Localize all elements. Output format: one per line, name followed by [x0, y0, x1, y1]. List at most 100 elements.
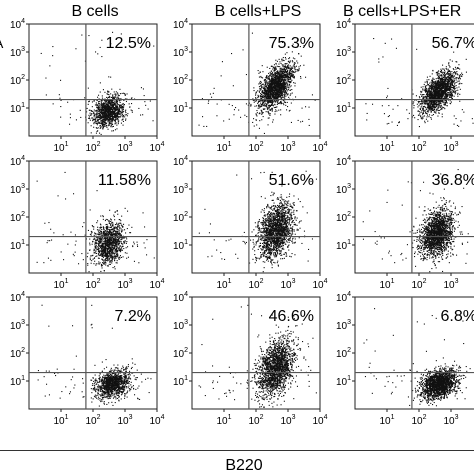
event-dot [276, 110, 278, 112]
event-dot [267, 110, 269, 112]
event-dot [264, 84, 266, 86]
outlier-dot [408, 112, 410, 114]
outlier-dot [231, 53, 233, 55]
event-dot [280, 94, 282, 96]
event-dot [290, 73, 292, 75]
event-dot [429, 101, 431, 103]
event-dot [94, 238, 96, 240]
event-dot [286, 94, 288, 96]
event-dot [280, 97, 282, 99]
outlier-dot [381, 105, 383, 107]
event-dot [432, 94, 434, 96]
event-dot [285, 83, 287, 85]
outlier-dot [432, 114, 434, 116]
event-dot [272, 101, 274, 103]
outlier-dot [378, 61, 380, 63]
event-dot [118, 113, 120, 115]
event-dot [422, 117, 424, 119]
event-dot [426, 81, 428, 83]
event-dot [439, 106, 441, 108]
event-dot [277, 93, 279, 95]
event-dot [101, 110, 103, 112]
outlier-dot [49, 65, 51, 67]
event-dot [261, 98, 263, 100]
event-dot [288, 81, 290, 83]
event-dot [107, 128, 109, 130]
event-dot [294, 66, 296, 68]
outlier-dot [453, 123, 455, 125]
event-dot [293, 65, 295, 67]
event-dot [438, 103, 440, 105]
event-dot [272, 89, 274, 91]
event-dot [280, 90, 282, 92]
event-dot [116, 106, 118, 108]
event-dot [434, 86, 436, 88]
event-dot [109, 117, 111, 119]
event-dot [440, 96, 442, 98]
event-dot [446, 97, 448, 99]
y-tick-label: 101 [173, 102, 188, 115]
outlier-dot [206, 125, 208, 127]
event-dot [92, 112, 94, 114]
event-dot [419, 109, 421, 111]
outlier-dot [145, 104, 147, 106]
event-dot [439, 89, 441, 91]
outlier-dot [232, 85, 234, 87]
event-dot [256, 115, 258, 117]
event-dot [285, 93, 287, 95]
event-dot [426, 108, 428, 110]
event-dot [428, 100, 430, 102]
event-dot [421, 101, 423, 103]
event-dot [123, 99, 125, 101]
event-dot [452, 85, 454, 87]
event-dot [118, 111, 120, 113]
outlier-dot [302, 120, 304, 122]
event-dot [449, 78, 451, 80]
event-dot [267, 96, 269, 98]
outlier-dot [250, 105, 252, 107]
outlier-dot [272, 121, 274, 123]
event-dot [104, 101, 106, 103]
event-dot [298, 69, 300, 71]
event-dot [412, 101, 414, 103]
event-dot [443, 88, 445, 90]
y-tick-label: 101 [10, 102, 25, 115]
event-dot [268, 87, 270, 89]
event-dot [279, 102, 281, 104]
event-dot [424, 100, 426, 102]
event-dot [443, 72, 445, 74]
event-dot [100, 109, 102, 111]
event-dot [441, 74, 443, 76]
event-dot [439, 104, 441, 106]
outlier-dot [472, 122, 474, 124]
event-dot [101, 111, 103, 113]
event-dot [457, 74, 459, 76]
event-dot [436, 86, 438, 88]
event-dot [454, 87, 456, 89]
event-dot [88, 114, 90, 116]
event-dot [273, 85, 275, 87]
event-dot [108, 102, 110, 104]
event-dot [102, 111, 104, 113]
event-dot [274, 74, 276, 76]
event-dot [258, 100, 260, 102]
event-dot [259, 82, 261, 84]
event-dot [122, 124, 124, 126]
event-dot [268, 77, 270, 79]
event-dot [435, 97, 437, 99]
event-dot [95, 110, 97, 112]
event-dot [104, 105, 106, 107]
event-dot [437, 81, 439, 83]
event-dot [275, 67, 277, 69]
event-dot [272, 86, 274, 88]
event-dot [291, 71, 293, 73]
event-dot [282, 77, 284, 79]
event-dot [298, 68, 300, 70]
event-dot [431, 109, 433, 111]
event-dot [440, 90, 442, 92]
event-dot [280, 101, 282, 103]
event-dot [441, 82, 443, 84]
event-dot [102, 116, 104, 118]
event-dot [270, 85, 272, 87]
event-dot [442, 72, 444, 74]
